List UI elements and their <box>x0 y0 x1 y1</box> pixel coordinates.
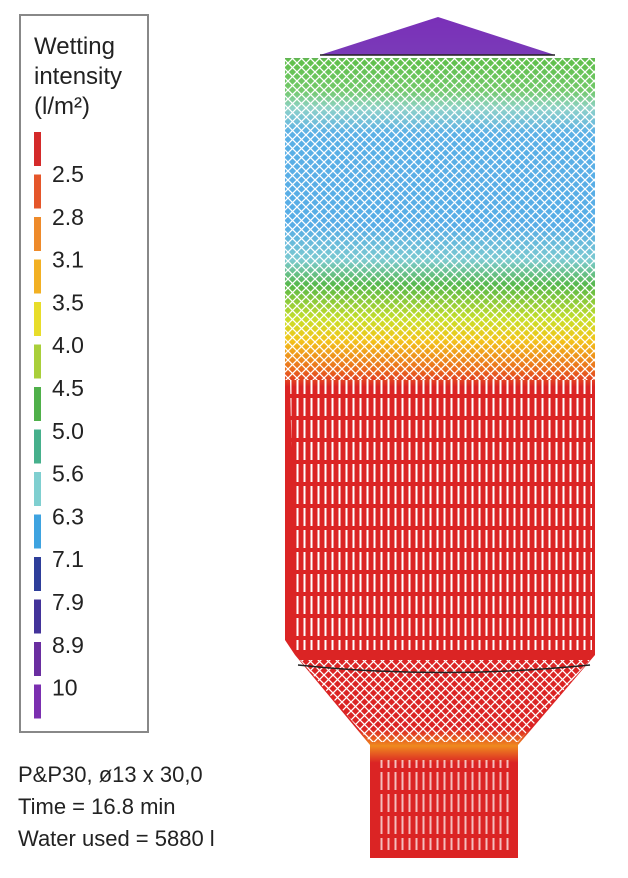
color-swatch <box>34 684 41 719</box>
legend-title: (l/m²) <box>34 93 90 120</box>
color-swatch <box>34 132 41 166</box>
legend-label: 6.3 <box>52 503 84 529</box>
caption: P&P30, ø13 x 30,0 Time = 16.8 min Water us… <box>18 762 215 851</box>
caption-line: P&P30, ø13 x 30,0 <box>18 762 203 787</box>
legend-label: 4.5 <box>52 375 84 401</box>
color-swatch <box>34 472 41 506</box>
legend: Wetting intensity (l/m²) 2.5 2.8 3.1 3.5 4.0 4.5… <box>34 33 122 701</box>
caption-line: Water used = 5880 l <box>18 826 215 851</box>
legend-label: 5.6 <box>52 461 84 487</box>
legend-label: 4.0 <box>52 332 84 358</box>
color-swatch <box>34 344 41 379</box>
color-swatch <box>34 429 41 464</box>
caption-line: Time = 16.8 min <box>18 794 176 819</box>
color-swatch <box>34 302 41 336</box>
legend-title: intensity <box>34 63 122 90</box>
legend-label: 8.9 <box>52 632 84 658</box>
color-swatch <box>34 599 41 634</box>
color-swatch <box>34 174 41 209</box>
color-swatch <box>34 217 41 251</box>
color-swatch <box>34 259 41 294</box>
color-swatch <box>34 557 41 591</box>
legend-label: 2.8 <box>52 204 84 230</box>
legend-title: Wetting <box>34 33 115 60</box>
vessel <box>285 17 595 858</box>
legend-label: 3.5 <box>52 289 84 315</box>
legend-box <box>19 14 149 733</box>
legend-label: 3.1 <box>52 247 84 273</box>
color-swatch <box>34 642 41 676</box>
color-bar <box>34 132 41 719</box>
legend-label: 7.9 <box>52 589 84 615</box>
color-swatch <box>34 514 41 549</box>
legend-label: 5.0 <box>52 418 84 444</box>
legend-label: 10 <box>52 675 78 701</box>
legend-label: 7.1 <box>52 546 84 572</box>
legend-label: 2.5 <box>52 161 84 187</box>
color-swatch <box>34 387 41 421</box>
